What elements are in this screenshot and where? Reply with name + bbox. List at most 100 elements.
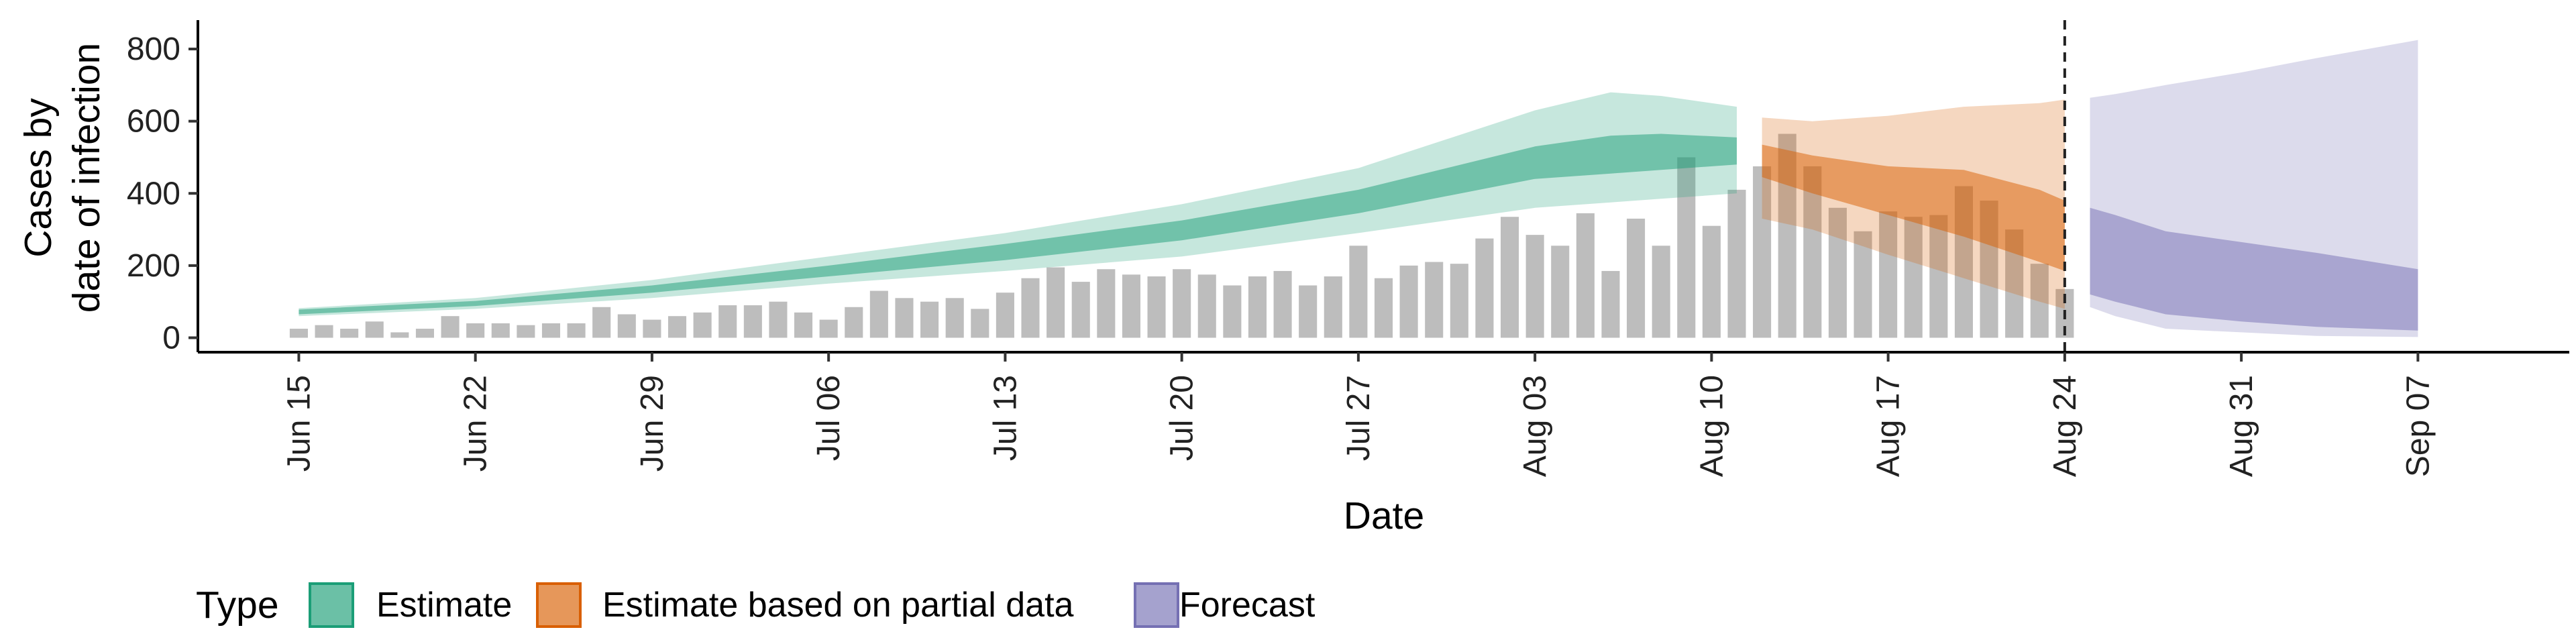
data-bar [819, 319, 838, 338]
ribbons-layer [299, 40, 2418, 337]
data-bar [1273, 270, 1292, 338]
data-bar [718, 305, 737, 338]
legend-label-partial: Estimate based on partial data [602, 586, 1074, 625]
x-tick-label: Jul 27 [1341, 375, 1377, 461]
x-tick-label: Jun 29 [635, 375, 670, 472]
data-bar [1324, 276, 1342, 338]
data-bar [1475, 238, 1494, 338]
ribbon-90-0 [299, 92, 1737, 317]
data-bar [289, 329, 308, 338]
y-tick-label: 800 [127, 32, 180, 67]
data-bar [1627, 218, 1646, 338]
data-bar [1904, 217, 1923, 338]
data-bar [415, 329, 434, 338]
data-bar [743, 305, 762, 338]
data-bar [1525, 235, 1544, 338]
x-tick-label: Jun 22 [458, 375, 494, 472]
data-bar [441, 316, 460, 338]
data-bar [567, 323, 586, 338]
data-bar [1173, 269, 1191, 338]
legend-swatch-forecast [1134, 582, 1179, 628]
ribbon-50-0 [299, 133, 1737, 315]
data-bar [1399, 265, 1418, 338]
data-bar [1702, 225, 1721, 338]
y-tick-label: 600 [127, 104, 180, 140]
data-bar [1425, 262, 1444, 338]
data-bar [1299, 285, 1318, 338]
legend-title: Type [196, 584, 279, 627]
data-bar [1021, 278, 1040, 338]
data-bar [1828, 207, 1847, 338]
x-tick-label: Jun 15 [281, 375, 317, 472]
x-tick-label: Jul 13 [987, 375, 1023, 461]
data-bar [1223, 285, 1242, 338]
legend: Type Estimate Estimate based on partial … [196, 582, 1316, 628]
data-bar [1197, 274, 1216, 338]
data-bar [617, 314, 636, 338]
data-bar [365, 321, 384, 338]
legend-label-forecast: Forecast [1179, 586, 1316, 625]
x-tick-label: Aug 17 [1871, 375, 1907, 477]
x-tick-label: Jul 20 [1165, 375, 1200, 461]
data-bar [1677, 157, 1696, 338]
legend-swatch-partial [536, 582, 582, 628]
data-bar [1576, 213, 1595, 338]
data-bar [845, 307, 863, 338]
data-bar [895, 298, 914, 338]
y-tick-label: 200 [127, 248, 180, 284]
data-bar [466, 323, 485, 338]
data-bar [517, 325, 535, 338]
data-bar [1879, 211, 1898, 338]
axes-layer: 0 200 400 600 800 Jun 15 Jun 22 Jun 29 Jul 06 Jul… [127, 20, 2569, 477]
data-bar [693, 312, 712, 338]
data-bar [1727, 189, 1746, 338]
x-tick-label: Aug 24 [2047, 375, 2083, 477]
data-bar [592, 307, 611, 338]
data-bar [667, 316, 687, 338]
data-bar [315, 325, 333, 338]
y-tick-label: 0 [162, 320, 180, 356]
x-tick-label: Sep 07 [2400, 375, 2436, 477]
data-bar [1652, 246, 1670, 338]
data-bar [1551, 246, 1570, 338]
data-bar [769, 301, 788, 338]
data-bar [794, 312, 813, 338]
data-bar [1753, 166, 1772, 338]
data-bar [920, 301, 939, 338]
data-bar [971, 309, 989, 338]
y-axis-title-line1: Cases by [17, 98, 60, 258]
y-axis-title-line2: date of infection [65, 43, 108, 313]
x-tick-label: Jul 06 [811, 375, 847, 461]
ribbon-50-1 [1762, 144, 2065, 271]
data-bar [1450, 264, 1468, 338]
legend-swatch-estimate [309, 582, 354, 628]
data-bar [390, 332, 409, 338]
data-bar [1248, 276, 1267, 338]
data-bar [1854, 231, 1872, 338]
data-bar [1500, 217, 1519, 338]
x-tick-label: Aug 31 [2224, 375, 2259, 477]
data-bar [996, 292, 1014, 338]
x-tick-label: Aug 03 [1517, 375, 1553, 477]
data-bar [1097, 269, 1116, 338]
bars-layer [289, 133, 2074, 338]
data-bar [1071, 282, 1090, 338]
y-tick-label: 400 [127, 176, 180, 211]
ribbon-50-2 [2090, 207, 2418, 331]
data-bar [491, 323, 510, 338]
data-bar [643, 319, 661, 338]
data-bar [1374, 278, 1393, 338]
data-bar [945, 298, 964, 338]
data-bar [1601, 270, 1620, 338]
x-axis-title: Date [1344, 494, 1424, 537]
data-bar [1122, 274, 1140, 338]
legend-label-estimate: Estimate [376, 586, 512, 625]
x-tick-label: Aug 10 [1694, 375, 1729, 477]
data-bar [541, 323, 561, 338]
data-bar [1929, 215, 1948, 338]
data-bar [340, 329, 359, 338]
data-bar [1147, 276, 1166, 338]
data-bar [1349, 246, 1368, 338]
data-bar [869, 290, 888, 338]
